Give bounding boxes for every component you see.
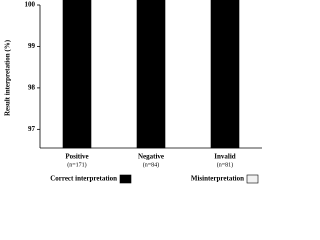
legend-swatch [119, 174, 132, 184]
legend-swatch [246, 174, 259, 184]
chart: Result interpretation (%) 97 98 99 100 Posit… [4, 0, 262, 184]
x-tick-label: Positive [65, 153, 88, 161]
y-axis-label: Result interpretation (%) [4, 39, 12, 116]
bar-segment [210, 0, 240, 149]
x-tick-note: (n=81) [217, 161, 233, 168]
bar-segment [62, 0, 92, 149]
bar-segment [136, 0, 166, 149]
x-tick-label: Invalid [214, 153, 236, 161]
x-tick-note: (n=171) [67, 161, 86, 168]
y-tick-label: 98 [28, 84, 36, 92]
y-tick-label: 99 [28, 42, 36, 50]
x-tick-label: Negative [138, 153, 164, 161]
y-tick-label: 97 [28, 125, 36, 133]
legend-label: Misinterpretation [191, 175, 244, 183]
legend-label: Correct interpretation [50, 175, 117, 183]
x-tick-note: (n=84) [143, 161, 159, 168]
y-tick-label: 100 [25, 1, 36, 9]
